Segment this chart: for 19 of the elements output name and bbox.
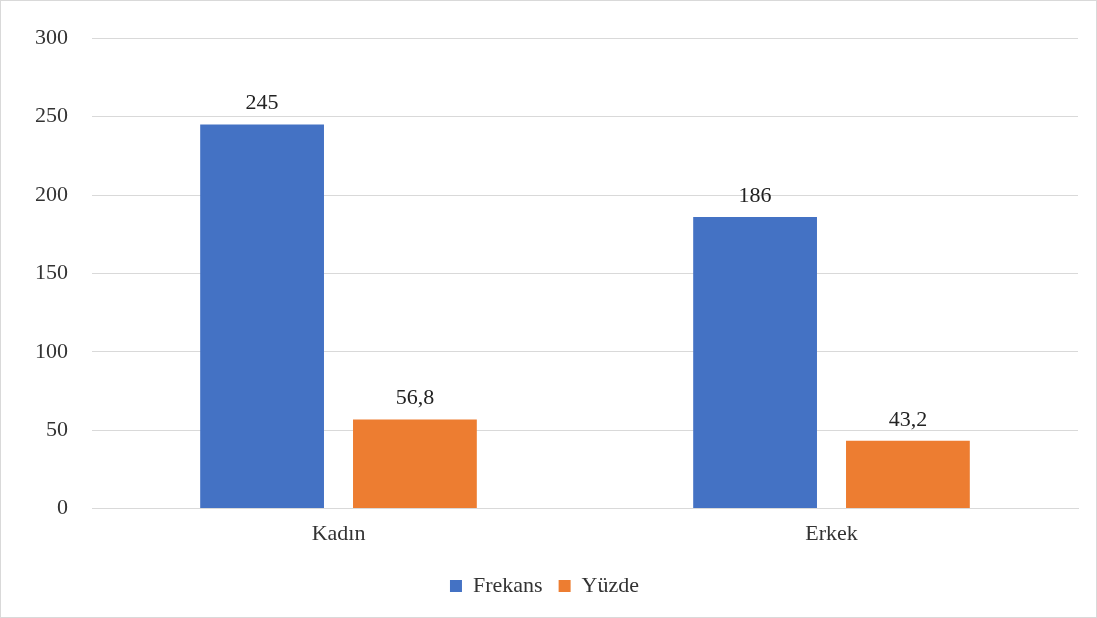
bar (846, 440, 970, 509)
y-tick-label: 150 (35, 259, 68, 285)
bar (353, 419, 477, 509)
data-label: 245 (245, 89, 279, 115)
legend-label: Yüzde (581, 571, 640, 597)
bar (693, 216, 817, 509)
y-tick-label: 300 (35, 23, 68, 49)
data-label: 56,8 (395, 384, 435, 410)
data-label: 43,2 (888, 405, 928, 431)
y-tick-label: 50 (46, 415, 68, 441)
y-tick-label: 100 (35, 337, 68, 363)
x-tick-label: Erkek (805, 519, 858, 545)
legend-label: Frekans (472, 571, 543, 597)
y-tick-label: 250 (35, 102, 68, 128)
y-tick-label: 200 (35, 180, 68, 206)
y-tick-label: 0 (57, 494, 68, 520)
bar (200, 124, 324, 509)
x-tick-label: Kadın (311, 519, 366, 545)
data-label: 186 (738, 181, 772, 207)
